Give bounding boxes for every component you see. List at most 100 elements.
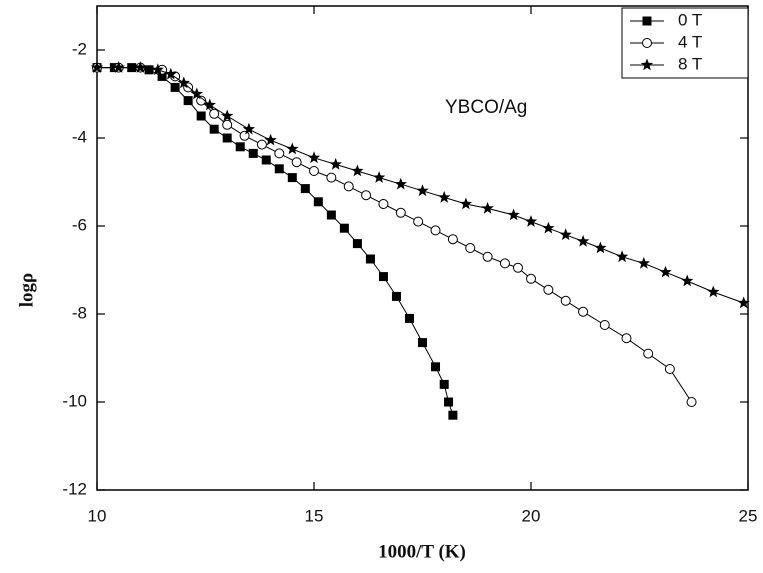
marker	[507, 208, 520, 221]
marker	[309, 166, 319, 176]
marker	[737, 296, 750, 309]
marker	[416, 184, 429, 197]
marker	[264, 133, 277, 146]
marker	[196, 95, 207, 106]
marker	[637, 256, 650, 269]
marker	[134, 61, 147, 73]
marker	[594, 241, 607, 254]
marker	[352, 239, 362, 249]
y-tick-label: -12	[62, 479, 87, 498]
marker	[431, 362, 441, 372]
marker	[578, 306, 589, 317]
marker	[482, 251, 493, 262]
marker	[512, 262, 523, 273]
marker	[144, 65, 154, 75]
marker	[378, 272, 388, 282]
marker	[196, 111, 206, 121]
marker	[274, 148, 285, 159]
marker	[465, 243, 476, 253]
marker	[430, 225, 441, 236]
marker	[339, 223, 349, 233]
marker	[542, 221, 555, 234]
legend-marker	[642, 16, 652, 26]
marker	[157, 71, 167, 81]
marker	[222, 119, 233, 130]
marker	[222, 133, 232, 143]
marker	[659, 265, 672, 278]
marker	[329, 157, 342, 170]
x-tick-label: 10	[88, 506, 107, 525]
marker	[209, 108, 220, 119]
marker	[343, 181, 354, 192]
marker	[261, 155, 271, 165]
marker	[307, 151, 321, 164]
marker	[391, 291, 401, 301]
y-tick-label: -10	[62, 391, 87, 410]
y-axis-title: logρ	[16, 273, 37, 307]
legend-label: 8 T	[678, 54, 702, 73]
plot-frame	[96, 5, 749, 491]
marker	[291, 157, 302, 168]
marker	[576, 234, 590, 247]
marker	[112, 61, 125, 73]
marker	[395, 207, 406, 218]
marker	[526, 273, 536, 284]
marker	[707, 285, 720, 298]
y-tick-label: -2	[72, 39, 87, 58]
marker	[378, 199, 389, 209]
series-line	[97, 67, 692, 403]
marker	[560, 295, 571, 306]
marker	[444, 397, 454, 407]
marker	[599, 320, 610, 330]
marker	[190, 87, 203, 100]
series-line	[97, 67, 454, 416]
marker	[664, 364, 675, 374]
marker	[313, 197, 323, 207]
marker	[326, 210, 336, 220]
legend-label: 0 T	[678, 10, 702, 29]
marker	[221, 109, 234, 122]
marker	[643, 348, 654, 359]
marker	[248, 148, 258, 158]
y-tick-label: -8	[72, 303, 87, 322]
marker	[418, 338, 427, 348]
marker	[543, 284, 554, 295]
legend-marker	[642, 38, 652, 48]
marker	[300, 184, 310, 194]
marker	[286, 142, 299, 155]
legend-marker	[640, 58, 654, 71]
marker	[177, 76, 190, 89]
marker	[481, 201, 494, 214]
marker	[326, 172, 337, 183]
marker	[361, 190, 372, 201]
marker	[203, 98, 216, 111]
marker	[459, 197, 473, 210]
y-tick-label: -6	[72, 215, 87, 234]
marker	[413, 216, 424, 227]
marker	[499, 258, 510, 269]
marker	[170, 82, 180, 92]
x-tick-label: 25	[739, 506, 758, 525]
marker	[621, 333, 632, 344]
marker	[164, 67, 177, 80]
marker	[447, 234, 458, 245]
marker	[394, 177, 407, 190]
marker	[183, 96, 193, 106]
marker	[235, 142, 245, 152]
annotation: YBCO/Ag	[445, 97, 527, 118]
x-tick-label: 20	[522, 506, 541, 525]
marker	[351, 164, 364, 177]
marker	[438, 190, 451, 203]
marker	[681, 274, 694, 287]
marker	[365, 254, 375, 264]
marker	[274, 164, 284, 174]
y-tick-label: -4	[72, 127, 87, 146]
marker	[524, 215, 538, 227]
x-tick-label: 15	[305, 506, 324, 525]
marker	[90, 61, 104, 73]
marker	[616, 250, 629, 263]
marker	[209, 124, 219, 134]
marker	[404, 313, 414, 323]
